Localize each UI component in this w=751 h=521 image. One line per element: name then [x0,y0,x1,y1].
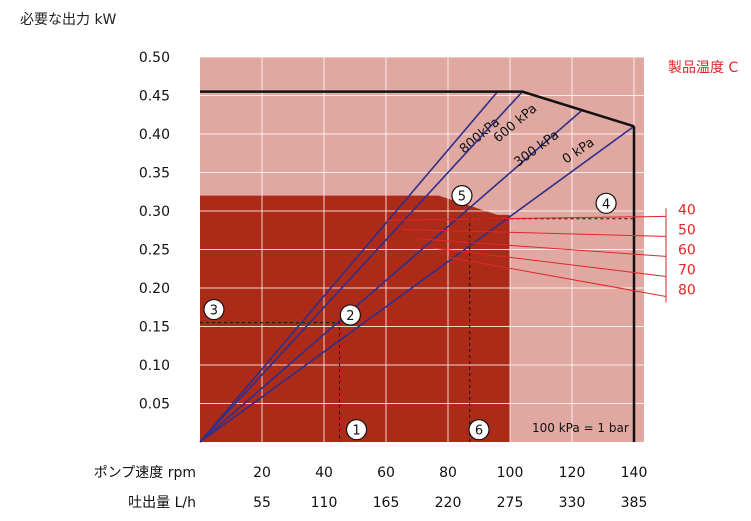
temperature-title: 製品温度 C [668,60,738,76]
y-tick-label: 0.05 [139,397,170,413]
guide-line-low [200,322,340,442]
x-tick-label: 140 [621,465,648,481]
step-marker-circle [595,192,617,214]
temperature-tick-label: 50 [678,222,696,238]
step-marker-label: 2 [346,309,354,324]
x-tick-label: 100 [497,465,524,481]
temperature-line [401,228,667,237]
temperature-tick-label: 80 [678,282,696,298]
y-tick-label: 0.35 [139,166,170,182]
temperature-tick-label: 40 [678,202,696,218]
step-marker-circle [451,185,473,207]
y-tick-label: 0.15 [139,320,170,336]
x-tick-label: 330 [559,495,586,511]
y-tick-label: 0.10 [139,358,170,374]
x-axis-row-label: 吐出量 L/h [128,495,196,511]
temperature-scale: 40 50 60 70 80 [385,202,696,303]
power-limit-lines [200,90,636,442]
pressure-line [199,91,499,443]
step-marker-label: 1 [352,424,360,439]
pressure-line [199,110,582,443]
step-markers: 1 2 3 4 5 6 [203,185,617,441]
x-tick-label: 385 [621,495,648,511]
conversion-note: 100 kPa = 1 bar [532,421,629,435]
x-tick-label: 80 [439,465,457,481]
y-tick-label: 0.40 [139,127,170,143]
pressure-line [199,91,523,443]
temperature-line [385,215,667,221]
step-marker-label: 6 [475,424,483,439]
temperature-line [432,247,667,277]
x-axis-row-label: ポンプ速度 rpm [94,465,196,481]
y-axis-title: 必要な出力 kW [20,12,117,28]
x-tick-label: 20 [253,465,271,481]
step-marker-label: 4 [602,197,610,212]
x-tick-label: 40 [315,465,333,481]
x-tick-label: 275 [497,495,524,511]
step-marker-label: 3 [210,304,218,319]
step-marker-circle [468,419,490,441]
pressure-line [199,125,635,443]
power-limit-line [200,90,635,128]
step-marker-label: 5 [458,190,466,205]
y-tick-label: 0.25 [139,243,170,259]
x-tick-label: 165 [373,495,400,511]
temperature-tick-label: 70 [678,262,696,278]
y-tick-label: 0.30 [139,204,170,220]
x-tick-label: 60 [377,465,395,481]
temperature-line [447,256,667,297]
y-tick-label: 0.45 [139,89,170,105]
y-tick-label: 0.50 [139,50,170,66]
step-marker-circle [345,419,368,441]
x-tick-label: 220 [435,495,462,511]
step-marker-circle [203,298,225,321]
x-tick-label: 120 [559,465,586,481]
temperature-line [416,238,667,257]
temperature-tick-label: 60 [678,242,696,258]
step-marker-circle [339,304,361,326]
x-tick-label: 110 [311,495,338,511]
y-tick-label: 0.20 [139,281,170,297]
axis-labels: 0.50 0.45 0.40 0.35 0.30 0.25 0.20 0.15 0.10 0.05… [94,50,648,511]
x-tick-label: 55 [253,495,271,511]
